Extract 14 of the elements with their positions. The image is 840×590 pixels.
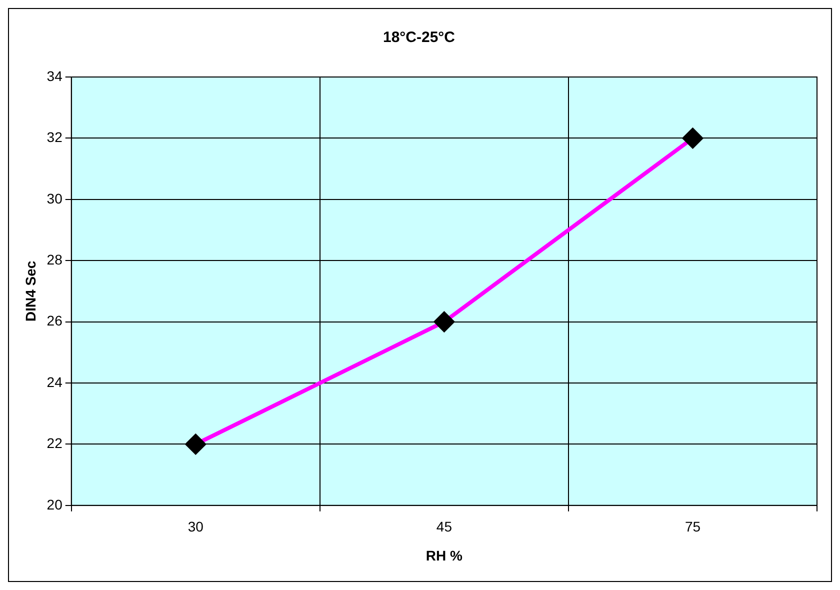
y-tick-label: 28 [46,251,63,268]
x-tick-label: 30 [188,518,204,535]
x-axis-title: RH % [426,547,464,564]
y-tick-label: 22 [46,435,63,452]
x-tick-label: 75 [684,518,701,535]
y-tick-label: 32 [46,129,63,146]
y-tick-label: 24 [46,374,63,390]
y-tick-label: 26 [46,312,63,329]
x-tick-label: 45 [436,518,452,535]
y-tick-label: 20 [46,496,63,512]
y-axis-title: DIN4 Sec [22,260,38,322]
chart-title: 18°C-25°C [382,29,456,46]
y-tick-label: 34 [46,68,63,84]
y-tick-label: 30 [46,190,63,206]
